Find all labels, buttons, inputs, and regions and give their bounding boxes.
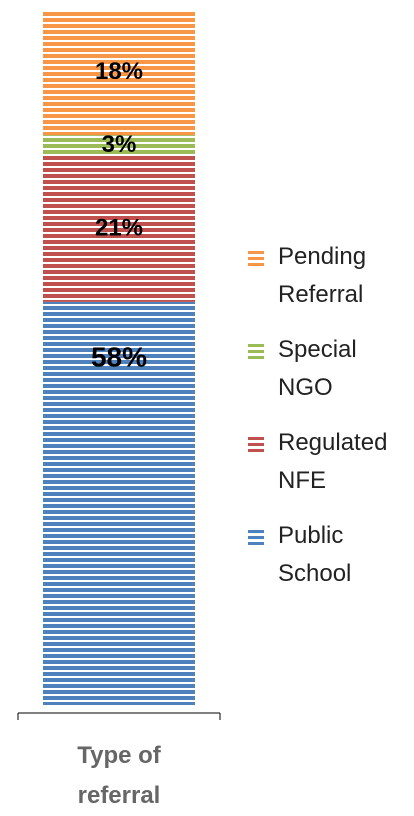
legend-label: Pending Referral [278,243,367,308]
legend-label: Special NGO [278,336,357,401]
data-label: 18% [95,58,143,85]
legend-marker [248,251,264,254]
legend-label: Regulated NFE [278,429,388,494]
bar-segment [43,301,195,705]
legend-marker [248,356,264,359]
legend-marker [248,542,264,545]
bar-segment [43,10,195,136]
legend-marker [248,257,264,260]
data-label: 3% [102,131,137,158]
legend-marker [248,437,264,440]
legend-marker [248,449,264,452]
legend-marker [248,443,264,446]
data-label: 58% [91,341,147,372]
legend-marker [248,350,264,353]
bar-segment [43,155,195,302]
category-label: Type of referral [77,742,161,809]
legend-marker [248,536,264,539]
legend-marker [248,263,264,266]
bar-segment [43,135,195,156]
legend-label: Public School [278,522,352,587]
data-label: 21% [95,214,143,241]
legend-marker [248,344,264,347]
legend-marker [248,530,264,533]
